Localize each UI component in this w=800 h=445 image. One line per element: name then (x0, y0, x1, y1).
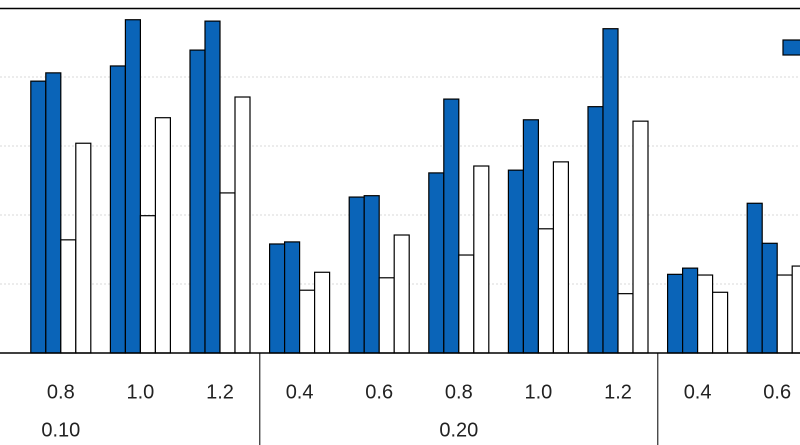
bar (458, 254, 475, 354)
bar (30, 80, 47, 354)
bar (552, 161, 570, 354)
x-tick-label: 0.4 (684, 381, 712, 403)
bar (219, 192, 236, 354)
bar (666, 273, 684, 354)
bar (234, 96, 251, 354)
group-label: 0.20 (439, 419, 478, 441)
x-tick-label: 0.4 (286, 381, 314, 403)
bar (393, 234, 410, 354)
x-tick-label: 1.0 (524, 381, 552, 403)
bar (60, 239, 77, 354)
bar (761, 242, 778, 354)
bar (154, 117, 171, 354)
bar (284, 241, 301, 354)
bar (139, 215, 156, 354)
bar (632, 120, 649, 354)
bar (522, 119, 540, 354)
bar (204, 20, 221, 354)
bar (428, 172, 445, 354)
x-tick-label: 1.0 (126, 381, 154, 403)
bar (45, 72, 62, 354)
bar (537, 228, 555, 354)
bar (443, 98, 460, 354)
x-tick-label: 1.2 (206, 381, 234, 403)
group-label: 0.10 (41, 419, 80, 441)
bar (587, 106, 604, 354)
x-tick-label: 0.8 (47, 381, 75, 403)
bar (348, 196, 365, 354)
bar (776, 274, 793, 354)
x-tick-label: 0.6 (763, 381, 791, 403)
bar (363, 195, 380, 354)
bar (602, 28, 619, 354)
bar (75, 142, 92, 354)
bar (314, 271, 331, 354)
bar (269, 243, 286, 354)
bar (696, 274, 714, 354)
x-tick-label: 0.6 (365, 381, 393, 403)
bar (746, 202, 763, 354)
bar (473, 165, 490, 354)
x-tick-label: 1.2 (604, 381, 632, 403)
bar (507, 169, 524, 354)
bar (189, 49, 206, 354)
bar (378, 277, 395, 354)
bar (711, 291, 729, 354)
bar (681, 267, 699, 354)
bar (109, 65, 127, 354)
x-tick-label: 0.8 (445, 381, 473, 403)
bar (124, 19, 142, 354)
bar (791, 265, 800, 354)
bar (617, 293, 634, 354)
legend-swatch (782, 39, 800, 56)
bar (299, 289, 316, 354)
